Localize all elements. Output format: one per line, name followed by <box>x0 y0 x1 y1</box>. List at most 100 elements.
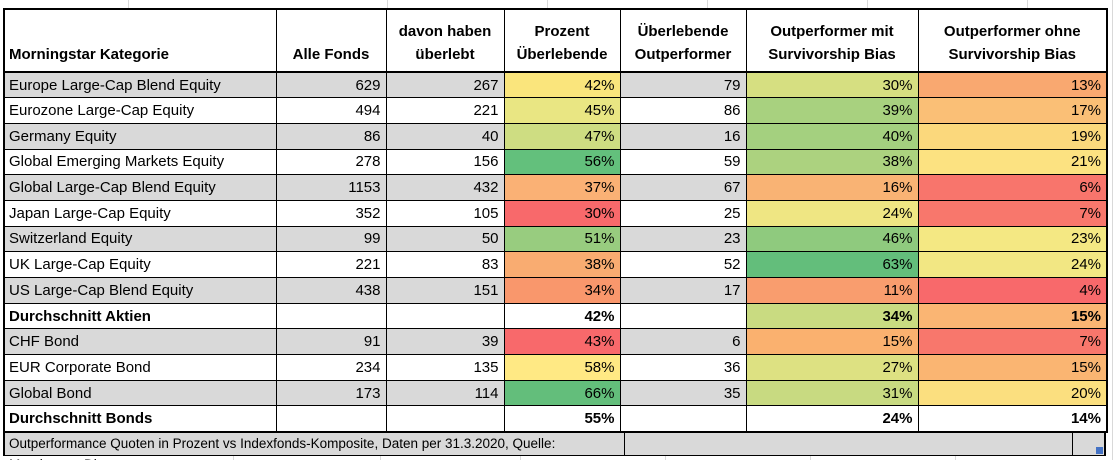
cell-kategorie[interactable]: Switzerland Equity <box>3 225 277 253</box>
cell-alle-fonds[interactable]: 234 <box>275 354 387 381</box>
cell-outperformer-ohne-bias[interactable]: 15% <box>917 302 1108 330</box>
cell-ueberlebende-outperformer[interactable]: 35 <box>619 379 747 407</box>
cell-ueberlebende-outperformer[interactable]: 16 <box>619 122 747 150</box>
header-morningstar-kategorie[interactable]: Morningstar Kategorie <box>3 8 277 73</box>
cell-ueberlebt[interactable] <box>385 405 505 433</box>
cell-kategorie[interactable]: EUR Corporate Bond <box>3 354 277 381</box>
cell-ueberlebt[interactable]: 50 <box>385 225 505 253</box>
cell-kategorie[interactable]: Japan Large-Cap Equity <box>3 199 277 227</box>
cell-outperformer-ohne-bias[interactable]: 14% <box>917 405 1108 433</box>
cell-outperformer-mit-bias[interactable]: 27% <box>745 354 919 381</box>
cell-prozent-ueberlebende[interactable]: 66% <box>503 379 621 407</box>
cell-alle-fonds[interactable]: 99 <box>275 225 387 253</box>
cell-prozent-ueberlebende[interactable]: 42% <box>503 71 621 99</box>
cell-outperformer-mit-bias[interactable]: 39% <box>745 97 919 124</box>
cell-prozent-ueberlebende[interactable]: 58% <box>503 354 621 381</box>
cell-ueberlebt[interactable]: 114 <box>385 379 505 407</box>
cell-kategorie[interactable]: US Large-Cap Blend Equity <box>3 277 277 304</box>
cell-prozent-ueberlebende[interactable]: 55% <box>503 405 621 433</box>
cell-kategorie[interactable]: Global Large-Cap Blend Equity <box>3 174 277 201</box>
cell-alle-fonds[interactable]: 221 <box>275 251 387 278</box>
cell-prozent-ueberlebende[interactable]: 34% <box>503 277 621 304</box>
cell-outperformer-mit-bias[interactable]: 11% <box>745 277 919 304</box>
cell-ueberlebende-outperformer[interactable] <box>619 405 747 433</box>
cell-outperformer-ohne-bias[interactable]: 17% <box>917 97 1108 124</box>
cell-outperformer-ohne-bias[interactable]: 20% <box>917 379 1108 407</box>
cell-outperformer-mit-bias[interactable]: 46% <box>745 225 919 253</box>
cell-ueberlebt[interactable] <box>385 302 505 330</box>
cell-ueberlebende-outperformer[interactable]: 6 <box>619 328 747 356</box>
cell-alle-fonds[interactable] <box>275 302 387 330</box>
cell-alle-fonds[interactable] <box>275 405 387 433</box>
cell-outperformer-mit-bias[interactable]: 31% <box>745 379 919 407</box>
header-prozent-ueberlebende[interactable]: Prozent Überlebende <box>503 8 621 73</box>
cell-prozent-ueberlebende[interactable]: 45% <box>503 97 621 124</box>
cell-ueberlebt[interactable]: 40 <box>385 122 505 150</box>
cell-ueberlebt[interactable]: 151 <box>385 277 505 304</box>
cell-prozent-ueberlebende[interactable]: 38% <box>503 251 621 278</box>
header-outperformer-ohne-bias[interactable]: Outperformer ohne Survivorship Bias <box>917 8 1108 73</box>
cell-ueberlebende-outperformer[interactable]: 17 <box>619 277 747 304</box>
cell-alle-fonds[interactable]: 1153 <box>275 174 387 201</box>
cell-prozent-ueberlebende[interactable]: 47% <box>503 122 621 150</box>
cell-outperformer-mit-bias[interactable]: 15% <box>745 328 919 356</box>
cell-outperformer-ohne-bias[interactable]: 6% <box>917 174 1108 201</box>
cell-ueberlebende-outperformer[interactable]: 23 <box>619 225 747 253</box>
cell-ueberlebt[interactable]: 432 <box>385 174 505 201</box>
cell-alle-fonds[interactable]: 438 <box>275 277 387 304</box>
cell-outperformer-mit-bias[interactable]: 24% <box>745 405 919 433</box>
cell-ueberlebende-outperformer[interactable]: 67 <box>619 174 747 201</box>
cell-kategorie[interactable]: UK Large-Cap Equity <box>3 251 277 278</box>
cell-outperformer-mit-bias[interactable]: 24% <box>745 199 919 227</box>
source-note-cell[interactable]: Outperformance Quoten in Prozent vs Inde… <box>3 433 625 460</box>
cell-kategorie[interactable]: Global Emerging Markets Equity <box>3 148 277 176</box>
cell-alle-fonds[interactable]: 494 <box>275 97 387 124</box>
cell-alle-fonds[interactable]: 352 <box>275 199 387 227</box>
cell-outperformer-mit-bias[interactable]: 16% <box>745 174 919 201</box>
cell-kategorie[interactable]: Durchschnitt Bonds <box>3 405 277 433</box>
header-davon-ueberlebt[interactable]: davon haben überlebt <box>385 8 505 73</box>
cell-prozent-ueberlebende[interactable]: 43% <box>503 328 621 356</box>
cell-outperformer-mit-bias[interactable]: 38% <box>745 148 919 176</box>
cell-outperformer-mit-bias[interactable]: 63% <box>745 251 919 278</box>
cell-ueberlebende-outperformer[interactable]: 25 <box>619 199 747 227</box>
cell-kategorie[interactable]: Global Bond <box>3 379 277 407</box>
cell-ueberlebt[interactable]: 156 <box>385 148 505 176</box>
cell-outperformer-ohne-bias[interactable]: 19% <box>917 122 1108 150</box>
cell-ueberlebende-outperformer[interactable]: 36 <box>619 354 747 381</box>
cell-ueberlebt[interactable]: 105 <box>385 199 505 227</box>
cell-kategorie[interactable]: Durchschnitt Aktien <box>3 302 277 330</box>
cell-ueberlebende-outperformer[interactable]: 59 <box>619 148 747 176</box>
cell-prozent-ueberlebende[interactable]: 56% <box>503 148 621 176</box>
cell-ueberlebende-outperformer[interactable]: 86 <box>619 97 747 124</box>
cell-prozent-ueberlebende[interactable]: 37% <box>503 174 621 201</box>
cell-alle-fonds[interactable]: 629 <box>275 71 387 99</box>
cell-kategorie[interactable]: Germany Equity <box>3 122 277 150</box>
cell-outperformer-ohne-bias[interactable]: 15% <box>917 354 1108 381</box>
cell-outperformer-mit-bias[interactable]: 40% <box>745 122 919 150</box>
cell-alle-fonds[interactable]: 86 <box>275 122 387 150</box>
cell-outperformer-ohne-bias[interactable]: 7% <box>917 328 1108 356</box>
empty-cell[interactable] <box>1073 433 1106 456</box>
empty-cell[interactable] <box>625 433 1073 456</box>
cell-alle-fonds[interactable]: 278 <box>275 148 387 176</box>
cell-prozent-ueberlebende[interactable]: 42% <box>503 302 621 330</box>
cell-outperformer-ohne-bias[interactable]: 21% <box>917 148 1108 176</box>
cell-outperformer-ohne-bias[interactable]: 23% <box>917 225 1108 253</box>
cell-outperformer-ohne-bias[interactable]: 24% <box>917 251 1108 278</box>
cell-prozent-ueberlebende[interactable]: 51% <box>503 225 621 253</box>
cell-outperformer-ohne-bias[interactable]: 13% <box>917 71 1108 99</box>
cell-kategorie[interactable]: Europe Large-Cap Blend Equity <box>3 71 277 99</box>
cell-ueberlebt[interactable]: 267 <box>385 71 505 99</box>
cell-ueberlebt[interactable]: 135 <box>385 354 505 381</box>
cell-outperformer-mit-bias[interactable]: 30% <box>745 71 919 99</box>
cell-ueberlebende-outperformer[interactable] <box>619 302 747 330</box>
cell-outperformer-mit-bias[interactable]: 34% <box>745 302 919 330</box>
header-outperformer-mit-bias[interactable]: Outperformer mit Survivorship Bias <box>745 8 919 73</box>
cell-alle-fonds[interactable]: 173 <box>275 379 387 407</box>
cell-outperformer-ohne-bias[interactable]: 7% <box>917 199 1108 227</box>
cell-alle-fonds[interactable]: 91 <box>275 328 387 356</box>
fill-handle[interactable] <box>1096 447 1103 454</box>
cell-ueberlebt[interactable]: 83 <box>385 251 505 278</box>
cell-prozent-ueberlebende[interactable]: 30% <box>503 199 621 227</box>
